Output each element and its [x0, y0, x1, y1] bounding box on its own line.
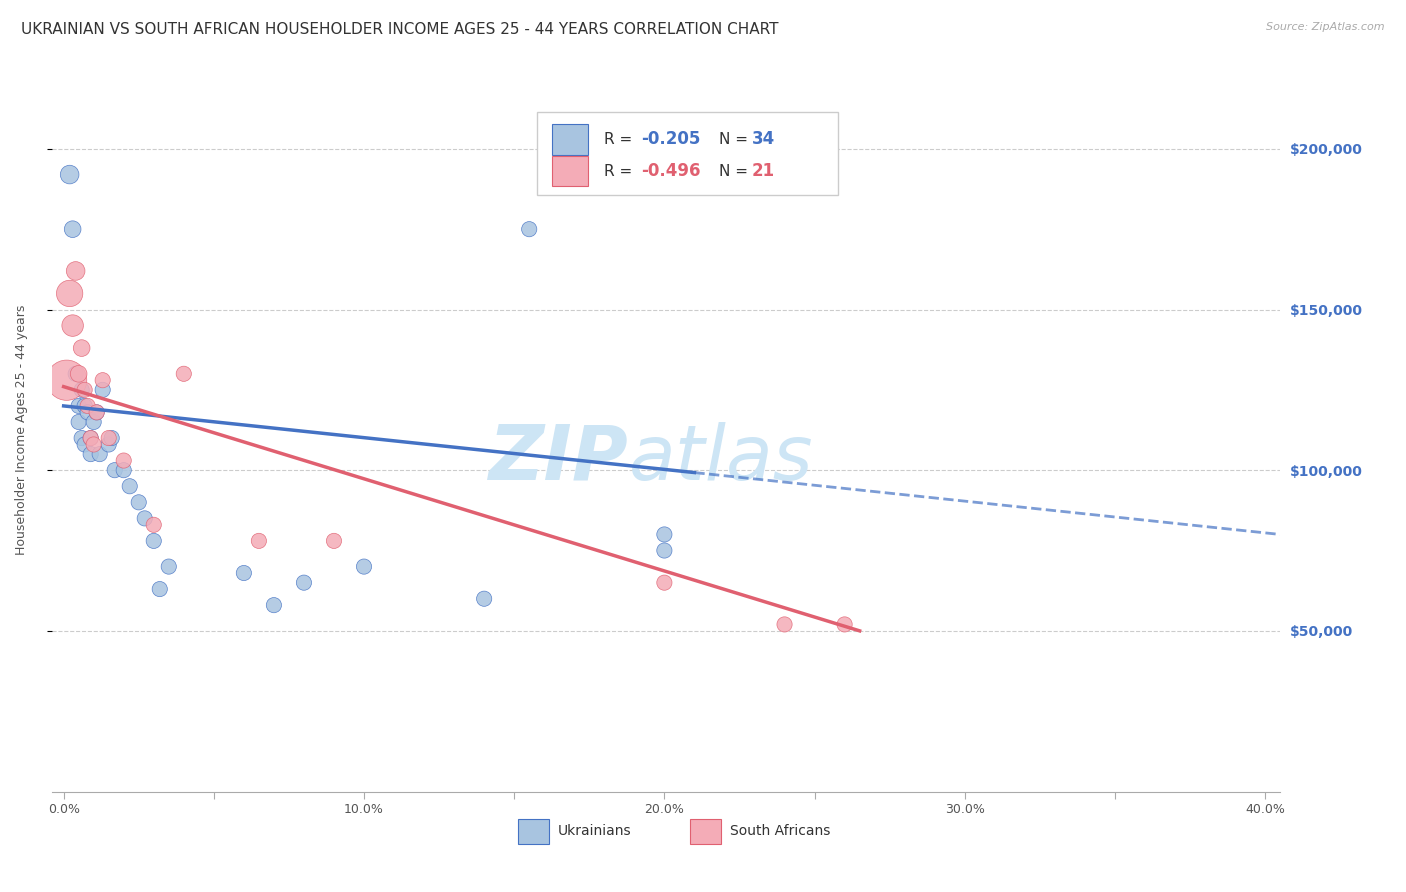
Point: [472, 591, 495, 606]
Text: 34: 34: [752, 130, 775, 148]
Point: [70, 431, 93, 445]
Point: [70, 341, 93, 355]
Point: [773, 617, 796, 632]
Text: R =: R =: [605, 164, 633, 178]
Point: [67, 399, 90, 413]
Point: [128, 495, 150, 509]
Point: [70, 383, 93, 397]
Point: [67, 415, 90, 429]
Point: [62, 318, 84, 333]
Point: [118, 479, 141, 493]
Point: [142, 517, 165, 532]
Point: [62, 222, 84, 236]
Point: [59, 168, 82, 182]
FancyBboxPatch shape: [551, 124, 589, 154]
Point: [247, 533, 270, 548]
Text: N =: N =: [718, 164, 748, 178]
Text: 21: 21: [752, 162, 775, 180]
Point: [76, 399, 98, 413]
Text: -0.205: -0.205: [641, 130, 700, 148]
FancyBboxPatch shape: [519, 819, 550, 844]
Point: [76, 405, 98, 419]
Point: [157, 559, 180, 574]
Text: -0.496: -0.496: [641, 162, 700, 180]
Point: [65, 264, 87, 278]
Point: [149, 582, 172, 596]
Point: [104, 463, 127, 477]
Point: [55, 373, 77, 387]
Point: [91, 383, 114, 397]
Text: R =: R =: [605, 132, 633, 147]
Text: atlas: atlas: [628, 422, 814, 496]
Point: [112, 453, 135, 467]
FancyBboxPatch shape: [690, 819, 721, 844]
Point: [83, 415, 105, 429]
Point: [654, 575, 676, 590]
Point: [91, 373, 114, 387]
Point: [79, 431, 101, 445]
Point: [517, 222, 540, 236]
Point: [100, 431, 122, 445]
Point: [263, 598, 285, 612]
Point: [232, 566, 254, 580]
Point: [86, 405, 108, 419]
Text: N =: N =: [718, 132, 748, 147]
Point: [79, 431, 101, 445]
Point: [67, 367, 90, 381]
Point: [112, 463, 135, 477]
Point: [73, 437, 96, 451]
Point: [89, 447, 111, 461]
Point: [834, 617, 856, 632]
Text: Source: ZipAtlas.com: Source: ZipAtlas.com: [1267, 22, 1385, 32]
Point: [59, 286, 82, 301]
Point: [73, 383, 96, 397]
FancyBboxPatch shape: [537, 112, 838, 195]
Point: [173, 367, 195, 381]
Point: [323, 533, 346, 548]
Y-axis label: Householder Income Ages 25 - 44 years: Householder Income Ages 25 - 44 years: [15, 305, 28, 555]
Text: ZIP: ZIP: [489, 422, 628, 496]
Point: [73, 399, 96, 413]
Point: [65, 367, 87, 381]
Point: [142, 533, 165, 548]
Text: South Africans: South Africans: [730, 824, 830, 838]
Point: [353, 559, 375, 574]
Point: [654, 543, 676, 558]
Point: [97, 437, 120, 451]
Point: [134, 511, 156, 525]
Text: UKRAINIAN VS SOUTH AFRICAN HOUSEHOLDER INCOME AGES 25 - 44 YEARS CORRELATION CHA: UKRAINIAN VS SOUTH AFRICAN HOUSEHOLDER I…: [21, 22, 779, 37]
FancyBboxPatch shape: [551, 156, 589, 186]
Text: Ukrainians: Ukrainians: [558, 824, 631, 838]
Point: [86, 405, 108, 419]
Point: [83, 437, 105, 451]
Point: [654, 527, 676, 541]
Point: [79, 447, 101, 461]
Point: [97, 431, 120, 445]
Point: [292, 575, 315, 590]
